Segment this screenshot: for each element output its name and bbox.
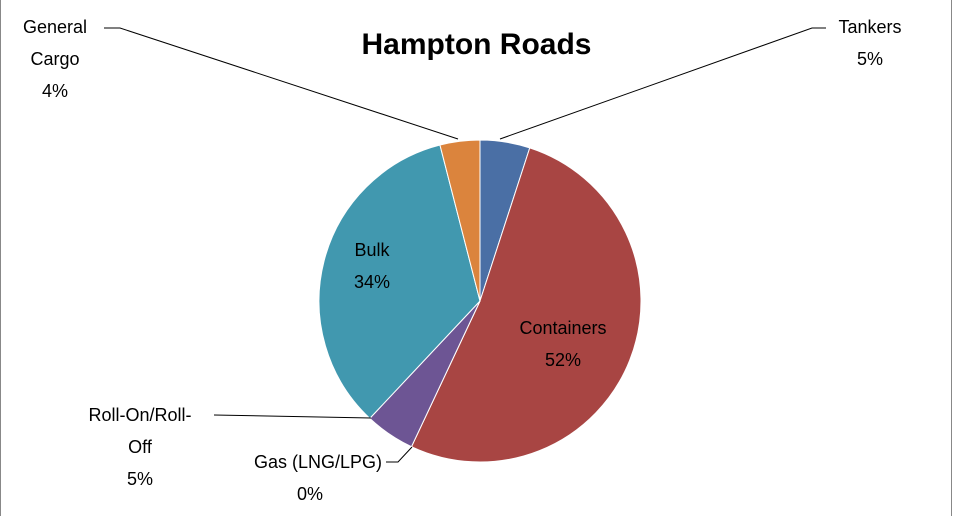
pie <box>318 139 642 463</box>
value-label: 4% <box>41 81 68 101</box>
value-label: 5% <box>126 469 153 489</box>
category-label: Bulk <box>354 240 390 260</box>
category-label: Gas (LNG/LPG) <box>253 452 383 472</box>
data-label: Gas (LNG/LPG) 0% <box>218 446 418 510</box>
category-label: Tankers <box>838 17 902 37</box>
pie-slice <box>318 144 481 420</box>
leader-line <box>104 27 459 140</box>
leader-line <box>386 446 413 463</box>
category-label: Roll-On/Roll-Off <box>88 405 192 457</box>
category-label: General Cargo <box>22 17 88 69</box>
value-label: 5% <box>856 49 883 69</box>
leader-line <box>499 27 826 140</box>
data-label: Tankers 5% <box>810 11 930 75</box>
pie-slice <box>410 147 642 463</box>
leader-line <box>213 414 372 419</box>
data-label: Bulk 34% <box>332 234 412 298</box>
chart-title: Hampton Roads <box>361 28 592 61</box>
category-label: Containers <box>519 318 607 338</box>
value-label: 52% <box>544 350 582 370</box>
data-label: Roll-On/Roll-Off 5% <box>78 399 203 495</box>
leader-lines <box>104 27 826 463</box>
value-label: 0% <box>296 484 323 504</box>
value-label: 34% <box>353 272 391 292</box>
pie-slice <box>439 139 481 302</box>
data-label: Containers 52% <box>483 312 643 376</box>
data-label: General Cargo 4% <box>15 11 95 107</box>
